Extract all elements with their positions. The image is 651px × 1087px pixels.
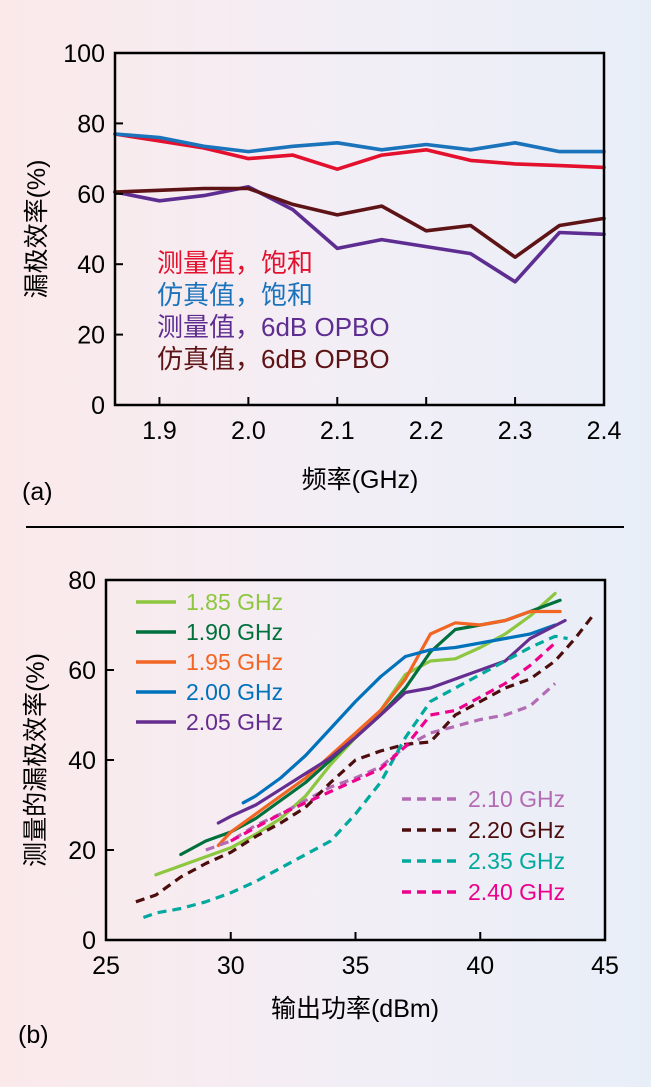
panel-b-x-tick-label: 35	[342, 952, 370, 980]
panel-a-y-tick-label: 60	[77, 181, 105, 209]
panel-b-y-tick-label: 20	[68, 837, 96, 865]
panel-b-series	[135, 591, 594, 920]
panel-b-y-tick-label: 0	[82, 927, 96, 955]
panel-a-series-6db-opbo	[113, 186, 606, 259]
panel-b-x-tick-label: 45	[591, 952, 619, 980]
panel-b-y-axis-label: 测量的漏极效率(%)	[22, 653, 50, 867]
panel-b-series-2-35-ghz	[142, 634, 568, 920]
panel-b-legend-label: 2.20 GHz	[468, 817, 565, 843]
panel-a-plot-frame	[113, 51, 606, 407]
panel-a-x-ticks: 1.9 2.0 2.1 2.2 2.3 2.4	[142, 397, 621, 445]
panel-a-x-tick-label: 2.2	[409, 417, 444, 445]
panel-a-x-tick-label: 2.1	[320, 417, 355, 445]
panel-b-y-tick-label: 40	[68, 747, 96, 775]
panel-a-series-	[113, 132, 606, 171]
panel-a-y-tick-label: 0	[91, 392, 105, 420]
panel-b-legend-label: 1.95 GHz	[186, 649, 283, 675]
panel-b-x-tick-label: 30	[217, 952, 245, 980]
panel-b-legend-label: 2.00 GHz	[186, 679, 283, 705]
panel-b-legend-label: 2.05 GHz	[186, 709, 283, 735]
panel-b-legend-label: 1.90 GHz	[186, 619, 283, 645]
panel-b-x-tick-label: 25	[92, 952, 120, 980]
panel-b-x-tick-label: 40	[466, 952, 494, 980]
panel-b-legend-label: 2.10 GHz	[468, 786, 565, 812]
panel-a-series	[113, 132, 606, 284]
panel-b-plot-frame	[104, 578, 607, 942]
panel-b-label: (b)	[18, 1021, 49, 1049]
panel-a-x-tick-label: 1.9	[142, 417, 177, 445]
panel-b-x-ticks: 25 30 35 40 45	[92, 932, 619, 980]
panel-a-x-tick-label: 2.4	[587, 417, 622, 445]
panel-a-x-tick-label: 2.3	[498, 417, 533, 445]
panel-a-y-tick-label: 100	[63, 40, 105, 68]
panel-a-legend-label: 测量值，6dB OPBO	[157, 312, 390, 342]
panel-b-x-axis-label: 输出功率(dBm)	[271, 995, 439, 1023]
panel-a-y-tick-label: 20	[77, 322, 105, 350]
panel-b-legend-label: 1.85 GHz	[186, 589, 283, 615]
panel-b-series-2-20-ghz	[135, 615, 594, 904]
panel-a-legend-label: 仿真值，6dB OPBO	[157, 344, 390, 374]
panel-a-y-tick-label: 80	[77, 110, 105, 138]
panel-a-y-axis-label: 漏极效率(%)	[23, 160, 51, 299]
panel-b-series-2-40-ghz	[230, 641, 557, 843]
panel-b: 25 30 35 40 45 0 20 40 60 80 1.85 GHz 1.90 GHz 1.9…	[18, 567, 619, 1049]
panel-a-y-ticks: 0 20 40 60 80 100	[63, 40, 123, 420]
panel-b-legend-label: 2.40 GHz	[468, 879, 565, 905]
panel-a-label: (a)	[22, 478, 53, 506]
panel-b-series-1-95-ghz	[216, 609, 562, 848]
panel-a-series-6db-opbo	[113, 185, 606, 284]
panel-b-series-2-00-ghz	[241, 623, 557, 805]
panel-a-legend-label: 测量值，饱和	[157, 248, 313, 278]
panel-b-y-tick-label: 80	[68, 567, 96, 595]
panel-b-y-ticks: 0 20 40 60 80	[68, 567, 114, 955]
panel-b-legend: 1.85 GHz 1.90 GHz 1.95 GHz 2.00 GHz 2.05 GHz…	[136, 589, 565, 905]
panel-a-x-tick-label: 2.0	[231, 417, 266, 445]
panel-a-legend-label: 仿真值，饱和	[157, 280, 313, 310]
panel-a-x-axis-label: 频率(GHz)	[302, 466, 419, 494]
panel-a-series-	[113, 132, 606, 154]
panel-b-legend-label: 2.35 GHz	[468, 848, 565, 874]
panel-a-y-tick-label: 40	[77, 251, 105, 279]
panel-b-y-tick-label: 60	[68, 657, 96, 685]
